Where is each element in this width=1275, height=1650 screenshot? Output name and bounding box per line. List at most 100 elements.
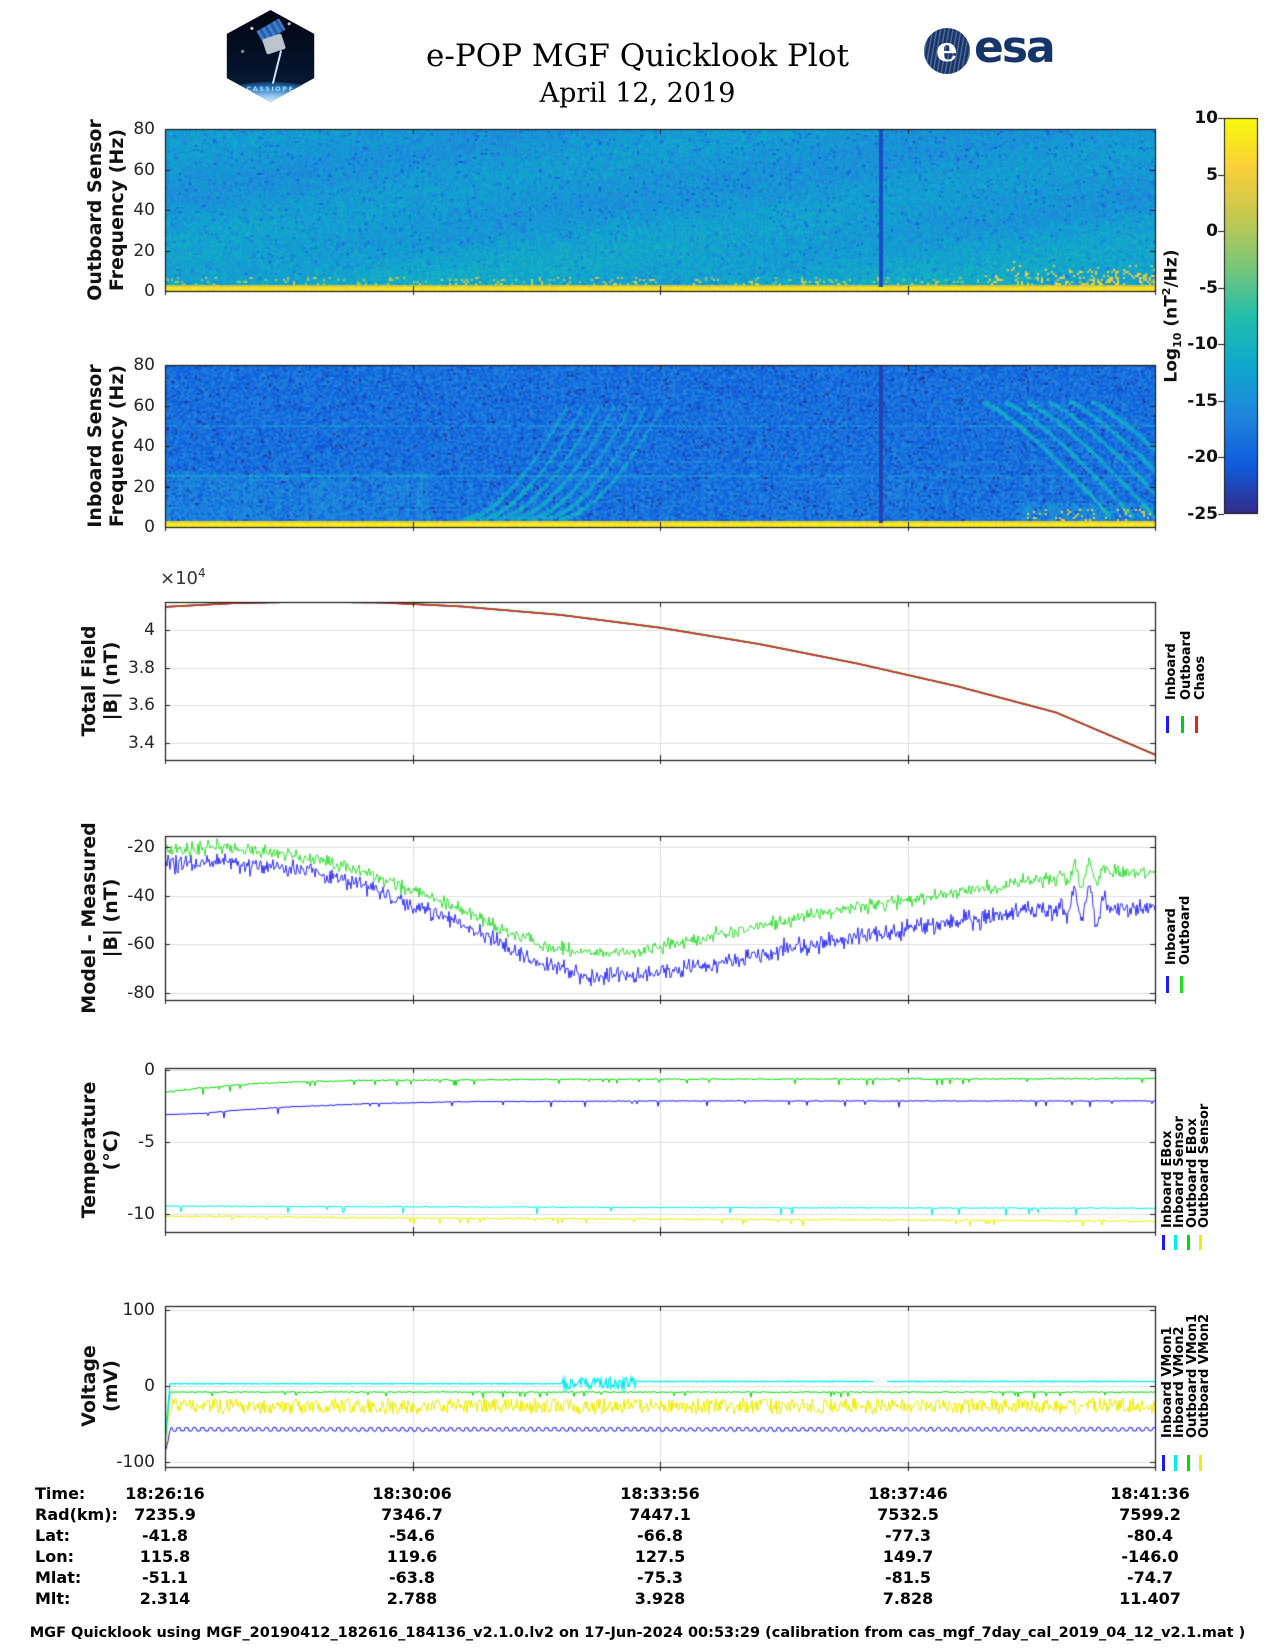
legend-label: Outboard Sensor	[1197, 1103, 1212, 1228]
y-tick-label: -60	[127, 934, 155, 954]
y-tick-label: 0	[144, 281, 155, 301]
legend-label: Inboard	[1164, 908, 1179, 965]
legend-marker	[1195, 716, 1198, 733]
y-tick-label: 80	[133, 119, 155, 139]
legend-marker	[1187, 1455, 1190, 1471]
y-tick-label: -20	[127, 837, 155, 857]
table-cell: 2.314	[139, 1588, 191, 1608]
colorbar-tick-label: 0	[1206, 221, 1218, 242]
footer-caption: MGF Quicklook using MGF_20190412_182616_…	[29, 1625, 1246, 1641]
table-cell: -63.8	[388, 1567, 436, 1587]
table-cell: 149.7	[882, 1546, 934, 1566]
table-cell: 18:37:46	[868, 1484, 948, 1503]
table-cell: 7599.2	[1119, 1504, 1181, 1524]
temperature-panel	[165, 1068, 1155, 1232]
total-field-ylabel: Total Field |B| (nT)	[78, 625, 122, 737]
table-cell: -54.6	[388, 1525, 436, 1545]
y-tick-label: 3.4	[127, 732, 155, 753]
table-row-label: Mlt:	[35, 1588, 71, 1608]
table-row-label: Mlat:	[35, 1567, 82, 1587]
legend-marker	[1187, 1235, 1190, 1250]
legend-marker	[1199, 1455, 1202, 1471]
legend-marker	[1174, 1235, 1177, 1250]
table-cell: -81.5	[884, 1567, 932, 1587]
y-tick-label: 0	[144, 517, 155, 537]
y-tick-label: 40	[133, 200, 155, 220]
table-cell: -77.3	[884, 1525, 932, 1545]
legend-marker	[1181, 716, 1184, 733]
y-tick-label: 60	[133, 159, 155, 180]
legend-marker	[1199, 1235, 1202, 1250]
legend-label: Outboard	[1179, 630, 1194, 700]
table-cell: -74.7	[1126, 1567, 1174, 1587]
y-tick-label: 0	[144, 1376, 155, 1396]
table-cell: 18:26:16	[125, 1484, 205, 1503]
legend-marker	[1174, 1455, 1177, 1471]
colorbar-tick-label: -25	[1187, 504, 1218, 524]
table-row-label: Rad(km):	[35, 1504, 118, 1524]
table-cell: -80.4	[1126, 1525, 1174, 1545]
total-field-panel	[165, 602, 1155, 760]
esa-logo: e esa	[924, 22, 1056, 76]
y-tick-label: 0	[144, 1060, 155, 1080]
colorbar-tick-label: 10	[1194, 108, 1218, 128]
legend-marker	[1162, 1235, 1165, 1250]
y-tick-label: 80	[133, 355, 155, 375]
y-tick-label: -10	[127, 1204, 155, 1224]
model-minus-measured-panel	[165, 836, 1155, 1000]
outboard-spectrogram-panel	[165, 129, 1155, 291]
table-cell: 7346.7	[381, 1504, 443, 1524]
y-tick-label: 20	[133, 476, 155, 497]
table-cell: 127.5	[634, 1546, 686, 1566]
table-cell: -51.1	[141, 1567, 189, 1587]
table-cell: 115.8	[139, 1546, 191, 1566]
table-cell: -146.0	[1121, 1546, 1179, 1566]
colorbar-label: Log10 (nT2/Hz)	[1159, 249, 1185, 383]
inboard-spectrogram-panel	[165, 365, 1155, 527]
table-cell: 18:33:56	[620, 1484, 700, 1503]
table-cell: 3.928	[634, 1588, 686, 1608]
colorbar-tick-label: -5	[1199, 277, 1218, 298]
table-cell: 7532.5	[877, 1504, 939, 1524]
table-cell: -66.8	[636, 1525, 684, 1545]
y-tick-label: 3.6	[127, 695, 155, 715]
legend-label: Inboard	[1164, 643, 1179, 700]
esa-globe-icon	[924, 28, 970, 74]
page-title: e-POP MGF Quicklook Plot	[426, 38, 849, 74]
colorbar-tick-label: -20	[1187, 447, 1218, 468]
colorbar-tick-label: -15	[1187, 390, 1218, 411]
legend-label: Chaos	[1193, 655, 1208, 700]
table-cell: 7.828	[882, 1588, 934, 1608]
y-tick-label: 60	[133, 395, 155, 416]
plot-date: April 12, 2019	[539, 78, 736, 109]
voltage-panel	[165, 1306, 1155, 1467]
legend-label: Outboard	[1178, 895, 1193, 965]
table-row-label: Time:	[35, 1484, 86, 1503]
legend-marker	[1166, 716, 1169, 733]
table-cell: 11.407	[1119, 1588, 1181, 1608]
table-cell: 7235.9	[134, 1504, 196, 1524]
table-cell: -75.3	[636, 1567, 684, 1587]
table-cell: -41.8	[141, 1525, 189, 1545]
table-cell: 2.788	[386, 1588, 438, 1608]
total-field-exponent-label: ×104	[160, 566, 206, 589]
y-tick-label: 3.8	[127, 657, 155, 678]
y-tick-label: 4	[144, 620, 155, 640]
patch-label: CASSIOPE	[246, 85, 295, 93]
legend-marker	[1166, 976, 1169, 993]
table-row-label: Lon:	[35, 1546, 74, 1566]
colorbar-tick-label: 5	[1206, 164, 1218, 185]
esa-logo-text: esa	[974, 22, 1056, 73]
table-cell: 18:41:36	[1110, 1484, 1190, 1503]
colorbar	[1224, 118, 1258, 514]
table-row-label: Lat:	[35, 1525, 71, 1545]
table-cell: 18:30:06	[372, 1484, 452, 1503]
y-tick-label: 40	[133, 436, 155, 456]
legend-marker	[1162, 1455, 1165, 1471]
y-tick-label: -5	[138, 1132, 155, 1152]
colorbar-tick-label: -10	[1187, 334, 1218, 355]
legend-label: Outboard VMon2	[1197, 1313, 1212, 1438]
table-cell: 7447.1	[629, 1504, 691, 1524]
